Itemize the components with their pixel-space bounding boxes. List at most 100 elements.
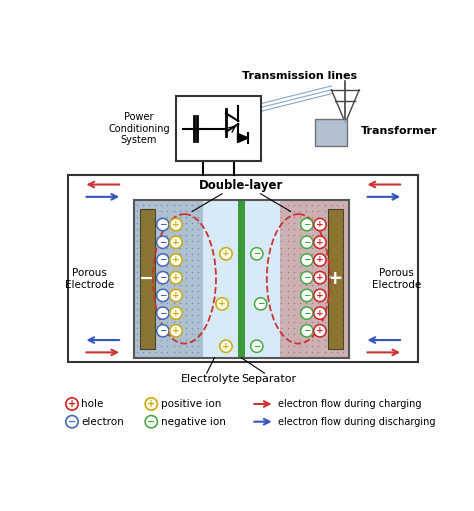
Circle shape	[251, 248, 263, 260]
Circle shape	[301, 271, 313, 284]
Circle shape	[301, 289, 313, 301]
Text: −: −	[139, 269, 155, 288]
Text: +: +	[147, 399, 155, 409]
Bar	[134, 200, 349, 358]
Text: −: −	[257, 299, 264, 308]
Text: −: −	[303, 327, 310, 335]
Circle shape	[314, 289, 326, 301]
Circle shape	[220, 248, 232, 260]
Circle shape	[157, 271, 169, 284]
Circle shape	[216, 298, 228, 310]
Text: −: −	[253, 249, 261, 259]
Text: Electrolyte: Electrolyte	[181, 375, 240, 384]
Bar	[134, 200, 203, 358]
Text: −: −	[147, 416, 155, 427]
Text: Porous
Electrode: Porous Electrode	[372, 268, 421, 290]
Text: Double-layer: Double-layer	[199, 179, 283, 192]
Bar	[237, 200, 245, 358]
Text: −: −	[159, 327, 166, 335]
Text: +: +	[222, 249, 230, 259]
Text: −: −	[303, 273, 310, 282]
Text: −: −	[303, 220, 310, 229]
Circle shape	[157, 289, 169, 301]
Circle shape	[301, 254, 313, 266]
Circle shape	[145, 398, 157, 410]
Text: +: +	[172, 256, 180, 265]
Text: +: +	[172, 238, 180, 247]
Text: +: +	[68, 399, 76, 409]
Text: Transformer: Transformer	[361, 126, 438, 135]
Text: Transmission lines: Transmission lines	[242, 71, 357, 81]
Text: Power
Conditioning
System: Power Conditioning System	[108, 112, 170, 145]
Circle shape	[301, 218, 313, 231]
Text: electron: electron	[81, 416, 124, 427]
Polygon shape	[237, 133, 248, 143]
Bar	[68, 175, 419, 362]
Circle shape	[157, 324, 169, 337]
Circle shape	[314, 307, 326, 319]
Bar	[176, 96, 261, 161]
Text: +: +	[172, 273, 180, 282]
Circle shape	[314, 236, 326, 248]
Text: electron flow during discharging: electron flow during discharging	[278, 416, 436, 427]
Text: −: −	[303, 238, 310, 247]
Circle shape	[170, 236, 182, 248]
Circle shape	[170, 289, 182, 301]
Text: +: +	[172, 291, 180, 300]
Circle shape	[157, 307, 169, 319]
Circle shape	[170, 218, 182, 231]
Text: −: −	[159, 256, 166, 265]
Text: −: −	[68, 416, 76, 427]
Text: +: +	[316, 238, 324, 247]
Text: +: +	[172, 220, 180, 229]
Circle shape	[66, 415, 78, 428]
Circle shape	[301, 324, 313, 337]
Text: +: +	[316, 309, 324, 318]
Circle shape	[170, 271, 182, 284]
Circle shape	[157, 218, 169, 231]
Text: negative ion: negative ion	[161, 416, 226, 427]
Text: +: +	[316, 256, 324, 265]
Text: +: +	[172, 327, 180, 335]
Bar	[134, 200, 349, 358]
Circle shape	[314, 324, 326, 337]
Text: −: −	[303, 291, 310, 300]
Bar	[328, 209, 343, 349]
Text: −: −	[303, 256, 310, 265]
Text: Separator: Separator	[241, 375, 296, 384]
Circle shape	[314, 271, 326, 284]
Circle shape	[66, 398, 78, 410]
Bar	[315, 119, 347, 146]
Text: +: +	[316, 291, 324, 300]
Circle shape	[157, 254, 169, 266]
Text: hole: hole	[81, 399, 104, 409]
Text: positive ion: positive ion	[161, 399, 221, 409]
Text: −: −	[303, 309, 310, 318]
Circle shape	[170, 324, 182, 337]
Text: Porous
Electrode: Porous Electrode	[65, 268, 114, 290]
Circle shape	[220, 340, 232, 353]
Text: −: −	[159, 220, 166, 229]
Circle shape	[314, 254, 326, 266]
Text: −: −	[159, 309, 166, 318]
Circle shape	[314, 218, 326, 231]
Text: −: −	[159, 238, 166, 247]
Circle shape	[251, 340, 263, 353]
Text: +: +	[172, 309, 180, 318]
Circle shape	[301, 307, 313, 319]
Bar	[203, 200, 280, 358]
Text: electron flow during charging: electron flow during charging	[278, 399, 422, 409]
Text: +: +	[219, 299, 226, 308]
Text: +: +	[222, 342, 230, 351]
Circle shape	[255, 298, 267, 310]
Text: −: −	[159, 273, 166, 282]
Bar	[280, 200, 349, 358]
Circle shape	[170, 254, 182, 266]
Circle shape	[301, 236, 313, 248]
Circle shape	[170, 307, 182, 319]
Circle shape	[145, 415, 157, 428]
Text: +: +	[316, 327, 324, 335]
Text: +: +	[316, 273, 324, 282]
Text: −: −	[253, 342, 261, 351]
Text: −: −	[159, 291, 166, 300]
